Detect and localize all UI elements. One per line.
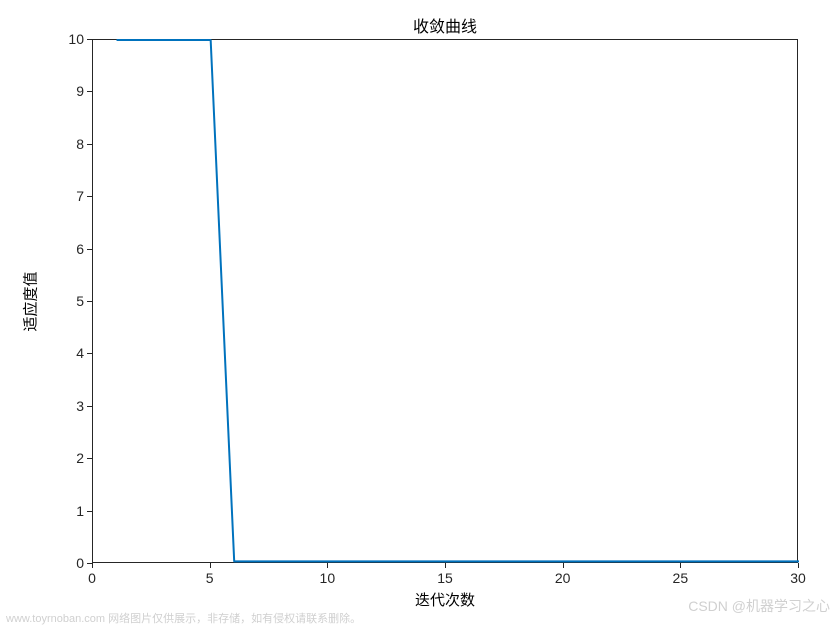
y-tick — [87, 249, 92, 250]
y-tick — [87, 144, 92, 145]
y-tick-label: 7 — [62, 188, 84, 204]
x-tick-label: 5 — [206, 570, 214, 586]
y-tick — [87, 563, 92, 564]
x-tick-label: 10 — [320, 570, 336, 586]
x-tick — [798, 563, 799, 568]
watermark-right: CSDN @机器学习之心 — [688, 596, 830, 616]
y-tick — [87, 301, 92, 302]
y-tick-label: 5 — [62, 293, 84, 309]
line-series — [93, 40, 799, 564]
y-tick-label: 2 — [62, 450, 84, 466]
x-tick-label: 0 — [88, 570, 96, 586]
y-tick — [87, 458, 92, 459]
x-tick — [445, 563, 446, 568]
x-tick-label: 25 — [673, 570, 689, 586]
x-tick — [92, 563, 93, 568]
y-tick-label: 0 — [62, 555, 84, 571]
y-tick-label: 9 — [62, 83, 84, 99]
watermark-left: www.toyrnoban.com 网络图片仅供展示，非存储，如有侵权请联系删除… — [6, 610, 361, 626]
x-tick — [680, 563, 681, 568]
x-tick-label: 15 — [437, 570, 453, 586]
y-tick — [87, 406, 92, 407]
x-tick-label: 30 — [790, 570, 806, 586]
chart-title: 收敛曲线 — [92, 13, 798, 37]
x-tick — [563, 563, 564, 568]
chart-figure: 收敛曲线 适应度值 迭代次数 www.toyrnoban.com 网络图片仅供展… — [0, 0, 840, 630]
y-tick-label: 4 — [62, 345, 84, 361]
y-tick-label: 8 — [62, 136, 84, 152]
y-tick-label: 1 — [62, 503, 84, 519]
y-tick — [87, 91, 92, 92]
y-tick — [87, 353, 92, 354]
y-axis-label: 适应度值 — [20, 40, 41, 564]
x-tick — [327, 563, 328, 568]
y-tick — [87, 196, 92, 197]
x-tick-label: 20 — [555, 570, 571, 586]
y-tick — [87, 511, 92, 512]
x-tick — [210, 563, 211, 568]
plot-area — [92, 39, 798, 563]
y-tick-label: 6 — [62, 241, 84, 257]
y-tick-label: 10 — [62, 31, 84, 47]
y-tick-label: 3 — [62, 398, 84, 414]
y-tick — [87, 39, 92, 40]
